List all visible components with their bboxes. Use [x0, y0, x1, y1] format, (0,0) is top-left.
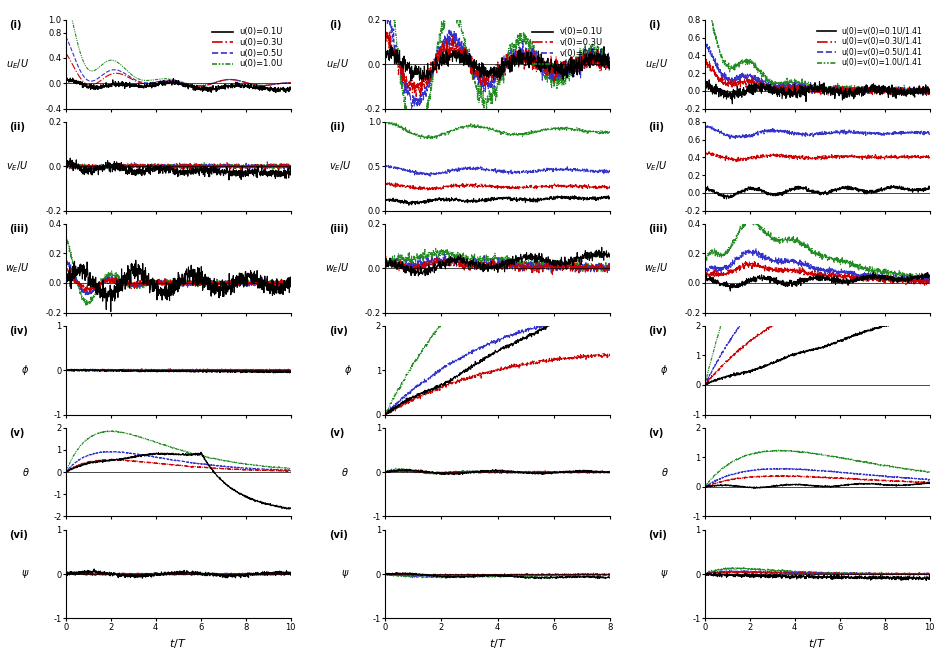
Text: (iii): (iii) [9, 224, 29, 234]
Text: (ii): (ii) [9, 122, 25, 132]
Y-axis label: $w_E/U$: $w_E/U$ [6, 261, 30, 275]
Y-axis label: $\theta$: $\theta$ [660, 466, 669, 478]
Text: (ii): (ii) [649, 122, 665, 132]
Text: (iv): (iv) [329, 326, 347, 336]
Legend: u(0)=v(0)=0.1U/1.41, u(0)=v(0)=0.3U/1.41, u(0)=v(0)=0.5U/1.41, u(0)=v(0)=1.0U/1.: u(0)=v(0)=0.1U/1.41, u(0)=v(0)=0.3U/1.41… [813, 24, 926, 70]
Text: (iv): (iv) [9, 326, 28, 336]
Legend: v(0)=0.1U, v(0)=0.3U, v(0)=0.5U, v(0)=1.0U: v(0)=0.1U, v(0)=0.3U, v(0)=0.5U, v(0)=1.… [529, 24, 606, 72]
Y-axis label: $v_E/U$: $v_E/U$ [329, 160, 351, 173]
Y-axis label: $u_E/U$: $u_E/U$ [645, 57, 668, 71]
Legend: u(0)=0.1U, u(0)=0.3U, u(0)=0.5U, u(0)=1.0U: u(0)=0.1U, u(0)=0.3U, u(0)=0.5U, u(0)=1.… [208, 24, 286, 72]
Y-axis label: $v_E/U$: $v_E/U$ [645, 160, 668, 173]
Text: (iii): (iii) [329, 224, 348, 234]
Y-axis label: $\phi$: $\phi$ [660, 363, 669, 377]
Y-axis label: $u_E/U$: $u_E/U$ [7, 57, 29, 71]
Text: (iii): (iii) [649, 224, 668, 234]
Text: (iv): (iv) [649, 326, 668, 336]
Text: (v): (v) [649, 428, 664, 438]
X-axis label: $t/T$: $t/T$ [489, 637, 506, 650]
Y-axis label: $w_E/U$: $w_E/U$ [644, 261, 669, 275]
Y-axis label: $\psi$: $\psi$ [341, 568, 349, 580]
Y-axis label: $\theta$: $\theta$ [341, 466, 349, 478]
Text: (vi): (vi) [9, 530, 28, 540]
Y-axis label: $\phi$: $\phi$ [22, 363, 30, 377]
Y-axis label: $w_E/U$: $w_E/U$ [325, 261, 349, 275]
Text: (vi): (vi) [649, 530, 668, 540]
Text: (i): (i) [649, 20, 661, 30]
X-axis label: $t/T$: $t/T$ [169, 637, 187, 650]
Y-axis label: $v_E/U$: $v_E/U$ [7, 160, 29, 173]
Y-axis label: $\psi$: $\psi$ [660, 568, 669, 580]
Text: (vi): (vi) [329, 530, 347, 540]
X-axis label: $t/T$: $t/T$ [808, 637, 826, 650]
Y-axis label: $\psi$: $\psi$ [22, 568, 30, 580]
Y-axis label: $\phi$: $\phi$ [344, 363, 352, 377]
Text: (i): (i) [329, 20, 342, 30]
Text: (v): (v) [329, 428, 345, 438]
Y-axis label: $u_E/U$: $u_E/U$ [326, 57, 348, 71]
Y-axis label: $\theta$: $\theta$ [22, 466, 29, 478]
Text: (i): (i) [9, 20, 22, 30]
Text: (v): (v) [9, 428, 24, 438]
Text: (ii): (ii) [329, 122, 345, 132]
